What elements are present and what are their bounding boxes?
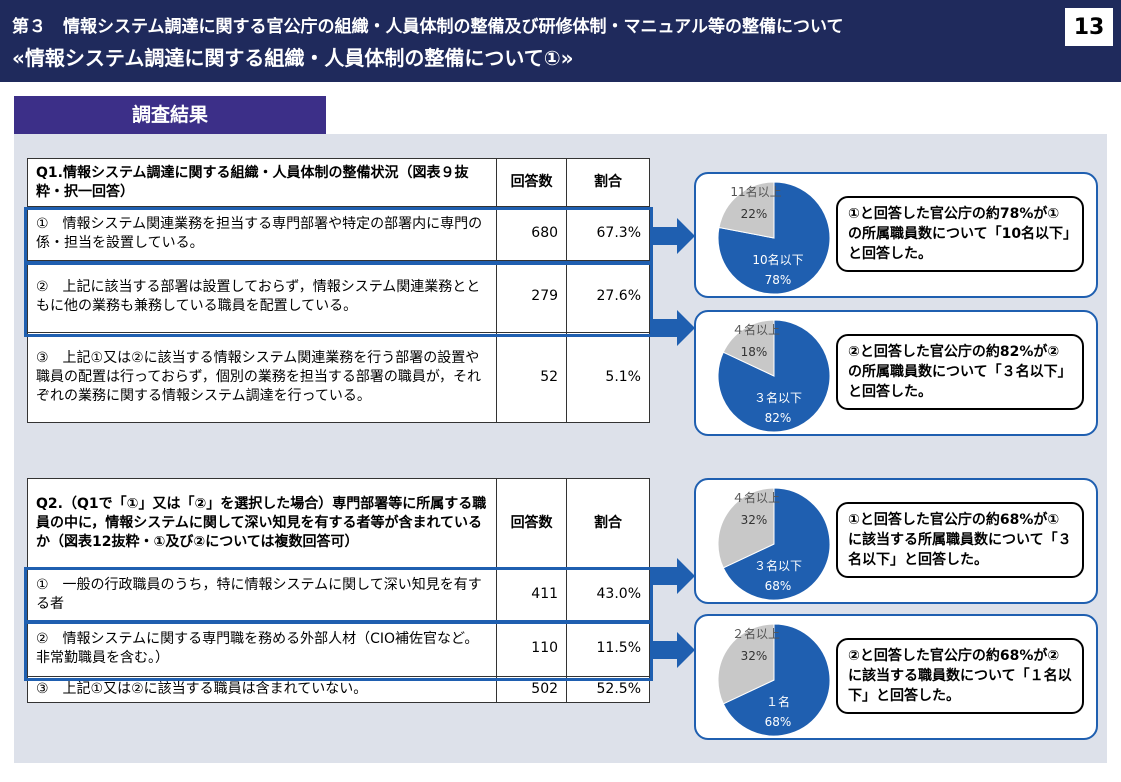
page-title: «情報システム調達に関する組織・人員体制の整備について①»	[12, 46, 574, 70]
row-count: 52	[496, 332, 568, 423]
pie-label-major-category: １名	[766, 694, 790, 709]
q2-row1-highlight	[24, 567, 653, 623]
q2-table: Q2.（Q1で「①」又は「②」を選択した場合）専門部署等に所属する職員の中に，情…	[26, 478, 650, 703]
pie-slice-major	[717, 181, 831, 295]
q1-row1-highlight	[24, 207, 653, 265]
pie-label-major-category: ３名以下	[754, 390, 802, 405]
row-count: 279	[496, 260, 568, 333]
q1-row2-highlight	[24, 261, 653, 337]
table-row: ② 上記に該当する部署は設置しておらず，情報システム関連業務とともに他の業務も兼…	[26, 260, 650, 333]
pie-chart: 11名以上 22% 10名以下 78%	[717, 181, 831, 295]
pie-label-minor-category: ４名以上	[732, 322, 780, 337]
col-ratio-header: 割合	[566, 158, 650, 207]
pie-label-major-value: 78%	[765, 273, 792, 287]
row-ratio: 5.1%	[566, 332, 650, 423]
pie-label-major-value: 82%	[765, 411, 792, 425]
row-text: ① 情報システム関連業務を担当する専門部署や特定の部署内に専門の係・担当を設置し…	[26, 206, 498, 261]
pie-chart: ４名以上 18% ３名以下 82%	[717, 319, 831, 433]
pie-slice-major	[722, 487, 831, 601]
pie-slice-minor	[717, 487, 775, 569]
callout-3: ①と回答した官公庁の約68%が①に該当する所属職員数について「３名以下」と回答し…	[836, 502, 1084, 578]
pie-card-4: ２名以上 32% １名 68% ②と回答した官公庁の約68%が②に該当する職員数につい…	[694, 614, 1098, 740]
pie-chart: ４名以上 32% ３名以下 68%	[717, 487, 831, 601]
header-banner: 第３ 情報システム調達に関する官公庁の組織・人員体制の整備及び研修体制・マニュア…	[0, 0, 1121, 82]
pie-label-minor-value: 22%	[741, 207, 768, 221]
row-text: ③ 上記①又は②に該当する情報システム関連業務を行う部署の設置や職員の配置は行っ…	[26, 332, 498, 423]
table-row: ③ 上記①又は②に該当する情報システム関連業務を行う部署の設置や職員の配置は行っ…	[26, 332, 650, 423]
callout-1: ①と回答した官公庁の約78%が①の所属職員数について「10名以下」と回答した。	[836, 196, 1084, 272]
callout-2: ②と回答した官公庁の約82%が②の所属職員数について「３名以下」と回答した。	[836, 334, 1084, 410]
row-text: ② 情報システムに関する専門職を務める外部人材（CIO補佐官など。非常勤職員を含…	[26, 620, 498, 677]
row-text: ② 上記に該当する部署は設置しておらず，情報システム関連業務とともに他の業務も兼…	[26, 260, 498, 333]
row-ratio: 43.0%	[566, 568, 650, 621]
col-count-header: 回答数	[496, 158, 568, 207]
pie-slice-minor	[722, 319, 775, 377]
callout-4: ②と回答した官公庁の約68%が②に該当する職員数について「１名以下」と回答した。	[836, 638, 1084, 714]
pie-label-minor-category: ２名以上	[732, 626, 780, 641]
pie-card-1: 11名以上 22% 10名以下 78% ①と回答した官公庁の約78%が①の所属職員数に…	[694, 172, 1098, 298]
pie-slice-major	[722, 623, 831, 737]
pie-label-major-category: 10名以下	[752, 252, 803, 267]
pie-label-minor-category: ４名以上	[732, 490, 780, 505]
arrow-right-icon	[653, 632, 695, 668]
pie-label-minor-value: 18%	[741, 345, 768, 359]
pie-label-major-value: 68%	[765, 579, 792, 593]
col-count-header: 回答数	[496, 478, 568, 569]
pie-card-2: ４名以上 18% ３名以下 82% ②と回答した官公庁の約82%が②の所属職員数につい…	[694, 310, 1098, 436]
table-header-row: Q2.（Q1で「①」又は「②」を選択した場合）専門部署等に所属する職員の中に，情…	[26, 478, 650, 569]
pie-label-minor-value: 32%	[741, 513, 768, 527]
pie-slice-minor	[717, 623, 775, 705]
pie-label-minor-category: 11名以上	[730, 184, 781, 199]
row-ratio: 67.3%	[566, 206, 650, 261]
q2-question: Q2.（Q1で「①」又は「②」を選択した場合）専門部署等に所属する職員の中に，情…	[26, 478, 498, 569]
table-row: ② 情報システムに関する専門職を務める外部人材（CIO補佐官など。非常勤職員を含…	[26, 620, 650, 677]
pie-chart: ２名以上 32% １名 68%	[717, 623, 831, 737]
q1-question: Q1.情報システム調達に関する組織・人員体制の整備状況（図表９抜粋・択一回答）	[26, 158, 498, 207]
arrow-right-icon	[653, 310, 695, 346]
q2-row2-highlight	[24, 621, 653, 681]
col-ratio-header: 割合	[566, 478, 650, 569]
pie-slice-major	[717, 319, 831, 433]
pie-label-major-category: ３名以下	[754, 558, 802, 573]
row-text: ① 一般の行政職員のうち，特に情報システムに関して深い知見を有する者	[26, 568, 498, 621]
arrow-right-icon	[653, 558, 695, 594]
section-tab: 調査結果	[14, 96, 326, 134]
chapter-title: 第３ 情報システム調達に関する官公庁の組織・人員体制の整備及び研修体制・マニュア…	[12, 17, 844, 37]
table-header-row: Q1.情報システム調達に関する組織・人員体制の整備状況（図表９抜粋・択一回答） …	[26, 158, 650, 207]
pie-slice-minor	[718, 181, 775, 239]
pie-card-3: ４名以上 32% ３名以下 68% ①と回答した官公庁の約68%が①に該当する所属職員…	[694, 478, 1098, 604]
q1-table: Q1.情報システム調達に関する組織・人員体制の整備状況（図表９抜粋・択一回答） …	[26, 158, 650, 423]
pie-label-major-value: 68%	[765, 715, 792, 729]
arrow-right-icon	[653, 218, 695, 254]
row-ratio: 27.6%	[566, 260, 650, 333]
page-number: 13	[1064, 7, 1114, 47]
pie-label-minor-value: 32%	[741, 649, 768, 663]
row-ratio: 11.5%	[566, 620, 650, 677]
table-row: ① 情報システム関連業務を担当する専門部署や特定の部署内に専門の係・担当を設置し…	[26, 206, 650, 261]
